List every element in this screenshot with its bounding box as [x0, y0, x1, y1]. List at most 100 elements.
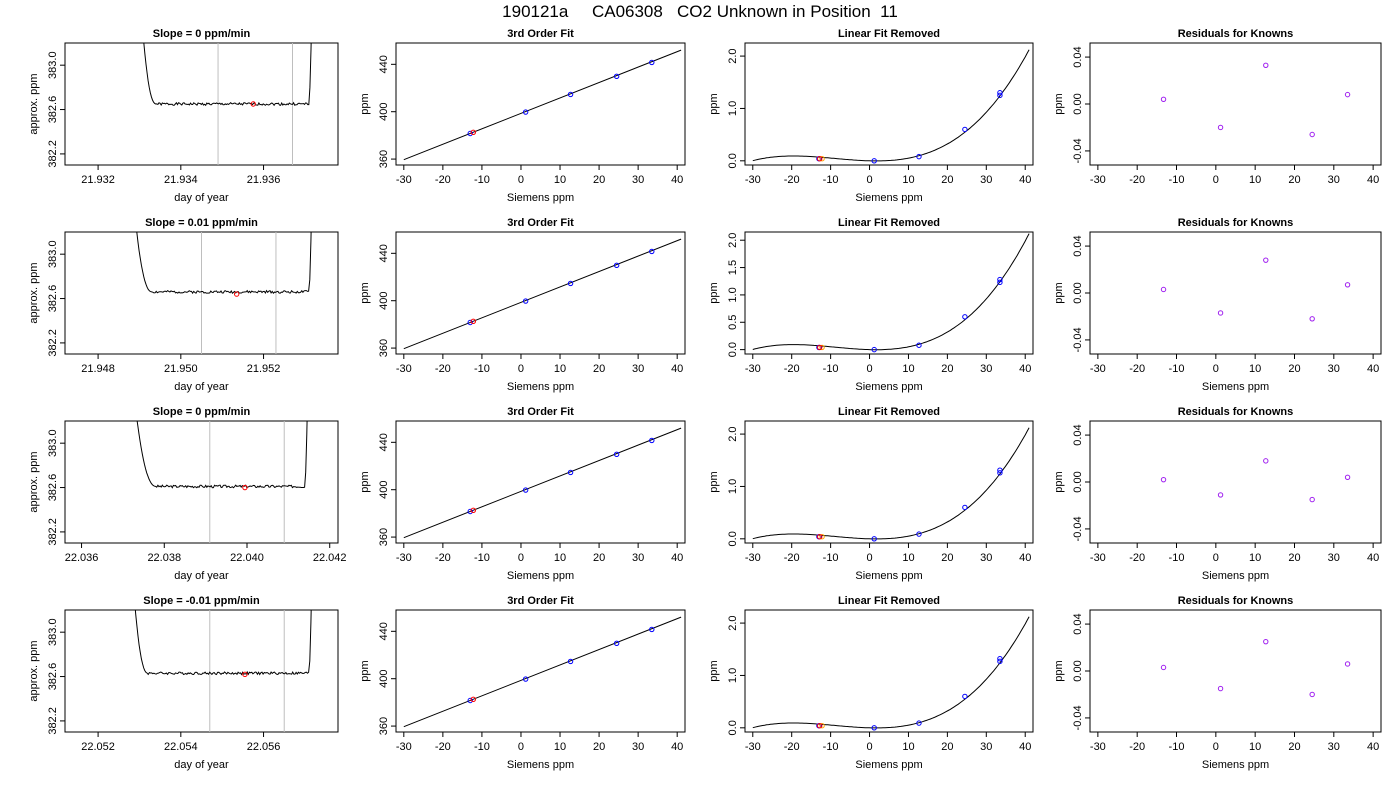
x-axis-label: Siemens ppm: [507, 759, 574, 771]
x-tick-label: 10: [1249, 552, 1261, 564]
residual-point: [1263, 257, 1269, 263]
known-point: [871, 536, 877, 542]
y-tick-label: -0.04: [1072, 327, 1084, 352]
y-tick-label: 1.0: [727, 479, 739, 494]
y-tick-label: 360: [378, 528, 390, 546]
x-tick-label: 0: [1213, 363, 1219, 375]
x-tick-label: 40: [671, 741, 683, 753]
plot-frame: [744, 42, 1034, 166]
panel-title: 3rd Order Fit: [507, 406, 574, 418]
y-tick-label: 400: [378, 481, 390, 499]
x-tick-label: -10: [474, 174, 490, 186]
y-tick-label: -0.04: [1072, 138, 1084, 163]
x-tick-label: -10: [823, 363, 839, 375]
y-tick-label: 382.2: [47, 518, 59, 546]
x-tick-label: 0: [1213, 741, 1219, 753]
known-point: [567, 469, 574, 476]
x-tick-label: 20: [1288, 741, 1300, 753]
y-tick-label: 2.0: [727, 615, 739, 630]
y-axis-label: approx. ppm: [28, 73, 40, 134]
known-point: [467, 697, 473, 704]
y-axis-label: approx. ppm: [28, 640, 40, 701]
y-tick-label: 0.04: [1072, 613, 1084, 634]
y-tick-label: 0.04: [1072, 235, 1084, 256]
panel-r3c1: Slope = 0 ppm/min 22.036 22.038 22.040 22.04…: [28, 406, 347, 582]
y-tick-label: -0.04: [1072, 705, 1084, 730]
unknown-point-alt: [817, 534, 823, 540]
x-axis-label: Siemens ppm: [855, 381, 922, 393]
x-tick-label: 40: [1019, 363, 1031, 375]
y-axis-label: ppm: [708, 93, 720, 114]
y-tick-label: 440: [378, 622, 390, 640]
y-tick-label: 440: [378, 244, 390, 262]
x-tick-label: -20: [1129, 741, 1145, 753]
residual-point: [1263, 62, 1269, 68]
known-point: [997, 470, 1003, 476]
fit-line: [403, 238, 682, 350]
x-axis-label: Siemens ppm: [855, 192, 922, 204]
panel-r2c4: Residuals for Knowns -30 -20 -10 0 10 20 30 40 Si…: [1053, 217, 1382, 393]
average-marker: [233, 291, 240, 297]
y-tick-label: 440: [378, 55, 390, 73]
y-tick-label: -0.04: [1072, 516, 1084, 541]
y-tick-label: 383.0: [47, 240, 59, 268]
concentration-trace: [136, 421, 308, 489]
panel-r3c3: Linear Fit Removed -30 -20 -10 0 10 20 30 40 Siem…: [708, 406, 1034, 582]
fit-line: [403, 427, 682, 539]
known-point: [567, 658, 574, 665]
y-tick-label: 0.00: [1072, 471, 1084, 492]
x-tick-label: 10: [554, 363, 566, 375]
unknown-point-alt: [817, 723, 823, 729]
x-tick-label: 20: [593, 552, 605, 564]
x-tick-label: -20: [1129, 363, 1145, 375]
panel-r2c3: Linear Fit Removed -30 -20 -10 0 10 20 30 40 Siem…: [708, 217, 1034, 393]
x-tick-label: 10: [902, 741, 914, 753]
x-tick-label: 22.056: [247, 741, 281, 753]
x-tick-label: 40: [1019, 552, 1031, 564]
average-marker: [242, 671, 248, 678]
panel-title: Residuals for Knowns: [1178, 595, 1294, 607]
x-tick-label: 40: [671, 363, 683, 375]
panel-title: Residuals for Knowns: [1178, 28, 1294, 40]
x-tick-label: 20: [941, 552, 953, 564]
y-axis-label: ppm: [359, 660, 371, 681]
x-tick-label: 40: [1367, 363, 1379, 375]
x-tick-label: 40: [671, 552, 683, 564]
known-point: [613, 640, 620, 646]
fit-line: [403, 616, 682, 728]
x-tick-label: 22.038: [147, 552, 181, 564]
page-title: 190121a CA06308 CO2 Unknown in Position …: [502, 2, 898, 21]
x-tick-label: 22.040: [230, 552, 264, 564]
x-tick-label: 0: [1213, 174, 1219, 186]
plot-area: [752, 233, 1030, 353]
known-point: [916, 720, 922, 726]
plot-frame: [1089, 420, 1382, 544]
y-tick-label: 1.5: [727, 260, 739, 275]
x-tick-label: -20: [784, 174, 800, 186]
y-axis-label: ppm: [708, 471, 720, 492]
unknown-point-alt: [817, 344, 823, 351]
x-tick-label: -20: [1129, 174, 1145, 186]
unknown-point: [819, 534, 825, 540]
plot-frame: [64, 609, 339, 733]
x-tick-label: 22.054: [164, 741, 198, 753]
plot-area: [1160, 458, 1351, 503]
plot-area: [143, 43, 312, 165]
residual-point: [1217, 310, 1224, 316]
y-tick-label: 382.6: [47, 663, 59, 691]
plot-area: [1160, 257, 1351, 322]
x-tick-label: 40: [671, 174, 683, 186]
panel-title: Residuals for Knowns: [1178, 406, 1294, 418]
residual-point: [1160, 476, 1167, 483]
y-tick-label: 0.0: [727, 531, 739, 546]
x-tick-label: 10: [554, 174, 566, 186]
y-tick-label: 1.0: [727, 287, 739, 302]
x-tick-label: -30: [396, 174, 412, 186]
x-tick-label: 20: [1288, 552, 1300, 564]
x-tick-label: 22.042: [313, 552, 347, 564]
unknown-point: [470, 318, 477, 325]
fit-line: [403, 49, 682, 161]
panel-title: Linear Fit Removed: [838, 406, 940, 418]
x-tick-label: -20: [1129, 552, 1145, 564]
